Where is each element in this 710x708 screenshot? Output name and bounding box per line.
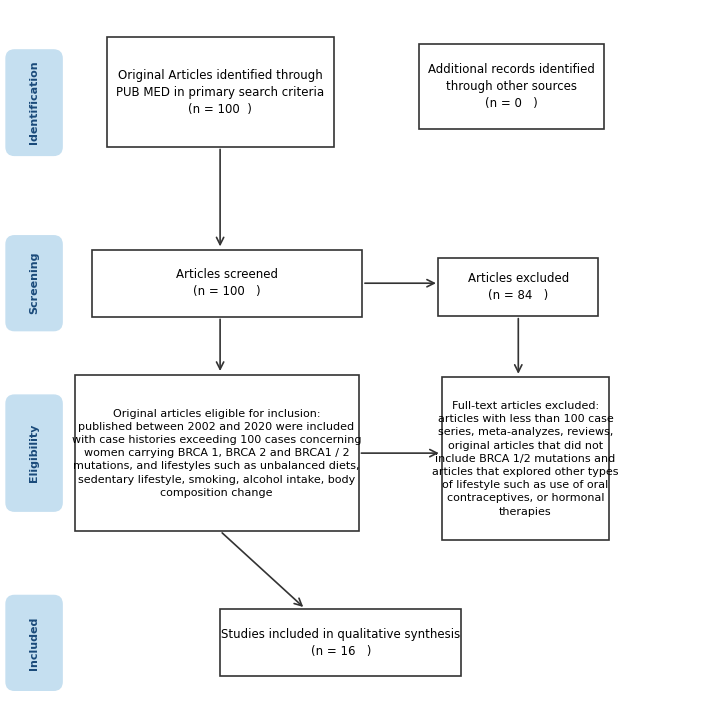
- Text: Eligibility: Eligibility: [29, 424, 39, 482]
- Bar: [419, 44, 604, 129]
- Bar: [442, 377, 609, 540]
- Text: Articles screened
(n = 100   ): Articles screened (n = 100 ): [176, 268, 278, 298]
- FancyBboxPatch shape: [6, 395, 62, 511]
- Bar: [106, 37, 334, 147]
- FancyBboxPatch shape: [6, 50, 62, 156]
- Text: Original Articles identified through
PUB MED in primary search criteria
(n = 100: Original Articles identified through PUB…: [116, 69, 324, 115]
- Text: Identification: Identification: [29, 61, 39, 144]
- Text: Additional records identified
through other sources
(n = 0   ): Additional records identified through ot…: [427, 63, 595, 110]
- Bar: [75, 375, 359, 531]
- Text: Studies included in qualitative synthesis
(n = 16   ): Studies included in qualitative synthesi…: [222, 628, 460, 658]
- Text: Articles excluded
(n = 84   ): Articles excluded (n = 84 ): [468, 272, 569, 302]
- Bar: [92, 250, 362, 317]
- Bar: [220, 609, 462, 677]
- Text: Included: Included: [29, 616, 39, 670]
- Text: Original articles eligible for inclusion:
published between 2002 and 2020 were i: Original articles eligible for inclusion…: [72, 409, 361, 498]
- Text: Full-text articles excluded:
articles with less than 100 case
series, meta-analy: Full-text articles excluded: articles wi…: [432, 401, 618, 517]
- Bar: [438, 258, 598, 316]
- FancyBboxPatch shape: [6, 595, 62, 690]
- Text: Screening: Screening: [29, 252, 39, 314]
- FancyBboxPatch shape: [6, 236, 62, 331]
